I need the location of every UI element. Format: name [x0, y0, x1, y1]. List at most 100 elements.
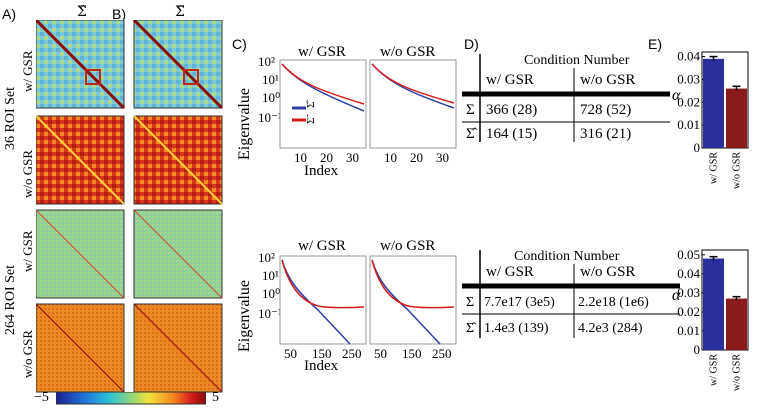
row-label-top-without: w/o GSR	[20, 149, 35, 198]
chart-0-bar	[726, 88, 747, 148]
eigen-top-right-tilde-line	[371, 63, 455, 104]
row-group-36: 36 ROI Set	[3, 87, 18, 150]
alpha-bar-chart-bottom: α 0 0.01 0.02 0.03 0.04 0.05 w/ GSR w/o GSR	[672, 247, 749, 391]
chart-1-ytick: 0.02	[677, 304, 700, 319]
ytick-bot-10: 10¹	[262, 268, 279, 283]
alpha-bar-chart-top: α 0 0.01 0.02 0.03 0.04 w/ GSR w/o GSR	[672, 49, 749, 189]
chart-1-ytick: 0.03	[677, 285, 700, 300]
panel-b-label: B)	[112, 6, 126, 22]
table-top-row2-symbol: Σ̂	[466, 126, 478, 142]
table-top-col-with: w/ GSR	[486, 72, 534, 88]
sigma-tilde-header: Σ̃	[175, 4, 185, 20]
eigen-top-title-with: w/ GSR	[298, 44, 346, 60]
heatmap-grid	[36, 20, 224, 393]
heatmap-264-without-hat	[36, 303, 125, 393]
table-top-row1-with: 366 (28)	[486, 102, 537, 118]
heatmap-36-with-tilde	[132, 20, 224, 110]
chart-0-ytick: 0	[694, 140, 701, 155]
table-top-row2-without: 316 (21)	[580, 126, 631, 142]
eigen-bottom-title-without: w/o GSR	[380, 238, 436, 254]
ytick-bot-100: 10²	[258, 252, 275, 265]
chart-1-ylabel: α	[672, 287, 681, 304]
condition-table-bottom: Condition Number w/ GSR w/o GSR Σ 7.7e17…	[462, 249, 680, 338]
xtick-bot-l-150: 150	[312, 346, 332, 361]
chart-1-ytick: 0	[694, 342, 701, 357]
chart-0-ytick: 0.04	[677, 49, 700, 64]
panel-e-label: E)	[648, 36, 662, 52]
xtick-top-r-10: 10	[384, 150, 397, 165]
colorbar-max-label: 5	[212, 390, 219, 405]
ytick-bot-01: 10⁻¹	[258, 306, 282, 321]
eigen-bottom-left-tilde-line	[281, 259, 365, 309]
ytick-top-100: 10²	[258, 56, 275, 69]
table-bottom-row1-symbol: Σ	[466, 295, 474, 310]
eigen-bottom-title-with: w/ GSR	[298, 238, 346, 254]
ytick-top-01: 10⁻¹	[258, 110, 282, 125]
eigen-bottom-ylabel: Eigenvalue	[236, 280, 253, 352]
legend-tilde-label: Σ̃	[305, 114, 317, 124]
chart-1-category-label: w/o GSR	[732, 354, 743, 391]
eigen-bottom-xlabel: Index	[304, 358, 339, 374]
chart-0-ylabel: α	[672, 87, 681, 104]
eigen-top-xlabel: Index	[304, 163, 339, 179]
chart-1-category-label: w/ GSR	[709, 354, 720, 386]
xtick-top-l-10: 10	[294, 150, 307, 165]
row-label-bottom-without: w/o GSR	[20, 329, 35, 378]
table-bottom-row2-symbol: Σ̂	[466, 321, 477, 336]
ytick-bot-1: 10⁰	[262, 286, 280, 301]
eigen-top-title-without: w/o GSR	[380, 44, 436, 60]
chart-1-bar	[726, 298, 747, 350]
heatmap-36-without-tilde	[133, 115, 223, 205]
xtick-bot-r-50: 50	[374, 346, 387, 361]
chart-1-ytick: 0.01	[677, 323, 700, 338]
table-bottom-row1-with: 7.7e17 (3e5)	[484, 295, 555, 310]
table-bottom-group-header: Condition Number	[514, 249, 620, 264]
table-top-row1-symbol: Σ	[466, 102, 475, 118]
chart-1-ytick: 0.04	[677, 266, 700, 281]
legend-hat-label: Σ̂	[305, 100, 317, 108]
table-bottom-row1-without: 2.2e18 (1e6)	[578, 295, 649, 310]
eigen-bottom-left-frame	[279, 255, 367, 345]
heatmap-264-without-tilde	[133, 303, 223, 393]
eigen-top-plots: 10² 10¹ 10⁰ 10⁻¹ Σ̂ Σ̃ 10 20 30 10 20 30	[258, 56, 457, 165]
eigen-top-left-tilde-line	[281, 63, 365, 105]
chart-1-ytick: 0.05	[677, 247, 700, 262]
row-group-264: 264 ROI Set	[3, 265, 18, 335]
chart-0-ytick: 0.01	[677, 117, 700, 132]
chart-0-category-label: w/o GSR	[732, 152, 743, 189]
table-bottom-col-without: w/o GSR	[580, 264, 635, 280]
table-bottom-col-with: w/ GSR	[486, 264, 534, 280]
chart-1-bar	[703, 258, 724, 350]
xtick-bot-l-250: 250	[342, 346, 362, 361]
row-label-bottom-with: w/ GSR	[20, 230, 35, 272]
table-top-col-without: w/o GSR	[580, 72, 635, 88]
xtick-top-l-30: 30	[346, 150, 359, 165]
panel-c-label: C)	[232, 36, 247, 52]
heatmap-264-with-tilde	[133, 209, 223, 299]
xtick-top-l-20: 20	[320, 150, 333, 165]
table-top-row2-with: 164 (15)	[486, 126, 537, 142]
eigen-bottom-right-frame	[369, 255, 457, 345]
eigen-bottom-plots: 10² 10¹ 10⁰ 10⁻¹ 50 150 250 50 150 250	[258, 252, 457, 361]
panel-d-label: D)	[464, 36, 479, 52]
condition-table-top: Condition Number w/ GSR w/o GSR Σ 366 (2…	[462, 53, 670, 142]
table-bottom-row2-without: 4.2e3 (284)	[578, 321, 643, 336]
chart-0-category-label: w/ GSR	[709, 152, 720, 184]
panel-a-label: A)	[2, 6, 16, 22]
chart-0-ytick: 0.02	[677, 94, 700, 109]
chart-1-frame	[701, 249, 749, 351]
colorbar	[56, 392, 206, 405]
table-top-group-header: Condition Number	[524, 53, 630, 68]
table-bottom-row2-with: 1.4e3 (139)	[484, 321, 549, 336]
heatmap-36-with-hat	[36, 20, 126, 110]
ytick-top-1: 10⁰	[262, 90, 280, 105]
xtick-bot-r-250: 250	[432, 346, 452, 361]
heatmap-264-with-hat	[36, 209, 125, 299]
xtick-bot-l-50: 50	[284, 346, 297, 361]
sigma-hat-header: Σ̂	[77, 4, 87, 20]
ytick-top-10: 10¹	[262, 72, 279, 87]
chart-0-ytick: 0.03	[677, 71, 700, 86]
chart-0-frame	[701, 51, 749, 149]
colorbar-min-label: −5	[34, 390, 49, 405]
row-label-top-with: w/ GSR	[20, 50, 35, 92]
